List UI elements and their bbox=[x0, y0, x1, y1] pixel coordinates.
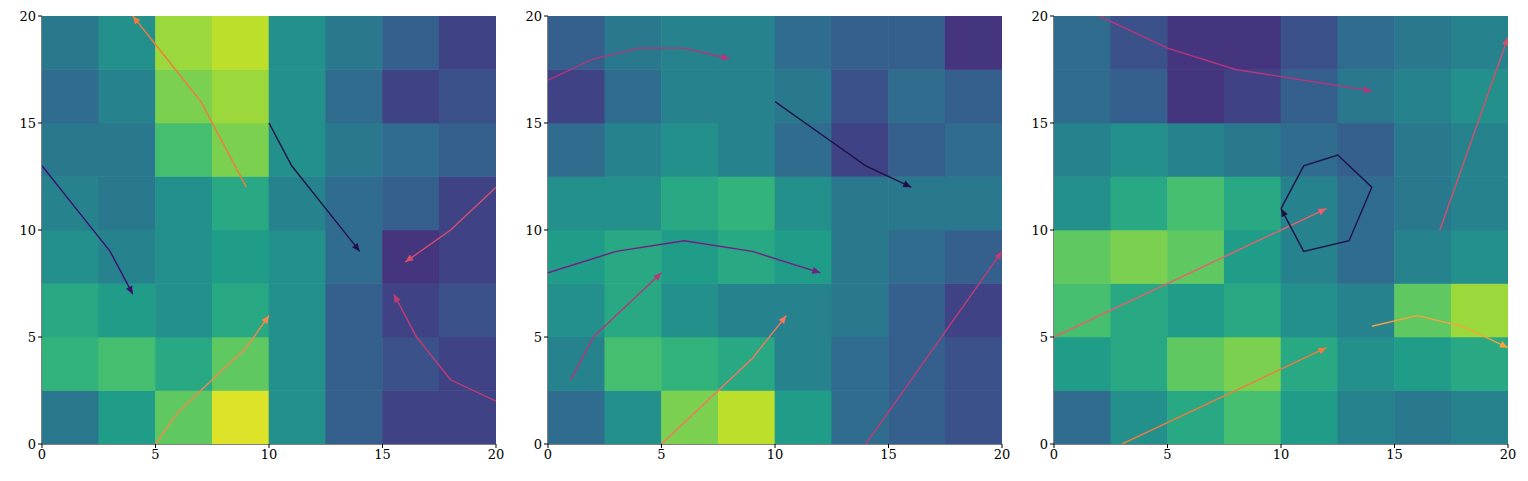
svg-text:0: 0 bbox=[544, 447, 552, 462]
svg-text:0: 0 bbox=[534, 437, 542, 452]
svg-text:0: 0 bbox=[1040, 437, 1048, 452]
svg-text:5: 5 bbox=[151, 447, 159, 462]
svg-text:20: 20 bbox=[1031, 9, 1048, 24]
svg-text:10: 10 bbox=[525, 223, 542, 238]
svg-text:10: 10 bbox=[19, 223, 36, 238]
svg-text:10: 10 bbox=[1273, 447, 1290, 462]
svg-text:0: 0 bbox=[1050, 447, 1058, 462]
svg-text:15: 15 bbox=[880, 447, 897, 462]
svg-text:15: 15 bbox=[374, 447, 391, 462]
svg-text:15: 15 bbox=[525, 116, 542, 131]
svg-text:20: 20 bbox=[1500, 447, 1517, 462]
svg-text:10: 10 bbox=[1031, 223, 1048, 238]
svg-text:0: 0 bbox=[28, 437, 36, 452]
svg-text:5: 5 bbox=[657, 447, 665, 462]
svg-text:5: 5 bbox=[1163, 447, 1171, 462]
svg-text:20: 20 bbox=[525, 9, 542, 24]
svg-text:5: 5 bbox=[1040, 330, 1048, 345]
svg-text:5: 5 bbox=[28, 330, 36, 345]
svg-text:10: 10 bbox=[261, 447, 278, 462]
svg-text:10: 10 bbox=[767, 447, 784, 462]
svg-text:20: 20 bbox=[19, 9, 36, 24]
svg-text:15: 15 bbox=[1386, 447, 1403, 462]
svg-text:15: 15 bbox=[19, 116, 36, 131]
svg-text:20: 20 bbox=[994, 447, 1011, 462]
svg-text:15: 15 bbox=[1031, 116, 1048, 131]
svg-text:20: 20 bbox=[488, 447, 505, 462]
svg-text:0: 0 bbox=[38, 447, 46, 462]
svg-text:5: 5 bbox=[534, 330, 542, 345]
